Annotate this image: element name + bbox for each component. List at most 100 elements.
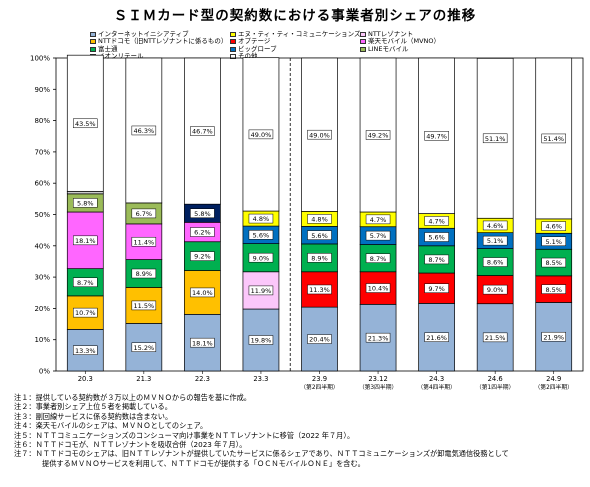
data-label: 6.2%: [194, 229, 211, 237]
note-1: 注１：提供している契約数が３万以上のＭＶＮＯからの報告を基に作成。: [14, 393, 251, 402]
data-label: 5.8%: [194, 210, 211, 218]
data-label: 8.9%: [136, 270, 153, 278]
data-label-box: [131, 125, 157, 136]
legend-label: オプテージ: [238, 37, 271, 46]
data-label-box: [190, 251, 215, 261]
data-label: 5.6%: [253, 231, 270, 239]
x-tick-label: 20.3: [78, 375, 93, 383]
legend-label: 楽天モバイル（MVNO）: [368, 37, 441, 46]
data-label-box: [365, 332, 391, 343]
data-label: 19.8%: [251, 337, 272, 345]
legend-label: 富士通: [98, 44, 118, 53]
data-label-box: [131, 300, 157, 311]
legend-label: ビッグローブ: [238, 44, 277, 53]
data-label: 8.5%: [545, 259, 562, 267]
legend-item-line-mobile: LINEモバイル: [360, 45, 409, 53]
data-label: 4.7%: [370, 216, 387, 224]
y-tick-label: 90%: [34, 86, 50, 94]
y-tick-label: 30%: [34, 274, 50, 282]
data-label-box: [365, 283, 391, 293]
legend-swatch: [360, 39, 366, 45]
data-label: 18.1%: [192, 339, 213, 347]
legend-item-other: その他: [230, 52, 258, 60]
data-label-box: [73, 307, 98, 318]
data-label-box: [482, 284, 508, 295]
x-tick-label: 23.12: [368, 375, 387, 383]
data-label: 9.7%: [428, 285, 445, 293]
data-label: 46.7%: [192, 128, 213, 136]
legend-label: NTTレゾナント: [368, 30, 414, 38]
data-label: 4.6%: [487, 222, 504, 230]
data-label-box: [131, 208, 157, 219]
legend-label: イオンリテール: [98, 52, 144, 61]
data-label: 11.5%: [134, 302, 155, 310]
data-label-box: [482, 235, 508, 246]
data-label: 43.5%: [75, 120, 96, 128]
x-tick-label: 24.6: [488, 375, 503, 383]
legend-swatch: [90, 32, 96, 37]
legend-label: エヌ・ティ・ティ・コミュニケーションズ: [238, 30, 361, 38]
stacked-bar-chart: 0% 10% 20% 30% 40% 50% 60% 70% 80% 90% 100% 13.3% 10…: [30, 55, 584, 391]
data-label-box: [424, 283, 449, 293]
data-label-box: [482, 220, 508, 231]
note-6: 注６：ＮＴＴドコモが、ＮＴＴレゾナントを吸収合併（2023 年７月）。: [14, 440, 247, 450]
data-label-box: [541, 133, 566, 144]
data-label: 8.7%: [77, 279, 94, 287]
data-label-box: [73, 198, 98, 208]
data-label-box: [73, 235, 98, 246]
x-tick-sublabel: （第3四半期）: [359, 383, 397, 391]
x-tick-label: 24.3: [429, 375, 444, 383]
data-label: 18.1%: [75, 237, 96, 245]
legend-item-ntt-communications: エヌ・ティ・ティ・コミュニケーションズ: [230, 30, 360, 38]
data-label-box: [365, 130, 391, 140]
data-label: 8.9%: [311, 254, 328, 262]
note-2: 注２：事業者別シェア上位５者を掲載している。: [14, 402, 172, 412]
data-label-box: [482, 133, 508, 144]
note-4: 注４：楽天モバイルのシェアは、ＭＶＮＯとしてのシェア。: [14, 421, 208, 431]
note-7-continued: 提供するＭＶＮＯサービスを利用して、ＮＴＴドコモが提供する「ＯＣＮモバイルＯＮＥ…: [42, 458, 365, 468]
data-label-box: [424, 131, 449, 141]
data-label-box: [73, 118, 98, 129]
chart-title: ＳＩＭカード型の契約数における事業者別シェアの推移: [113, 8, 477, 24]
data-label: 5.8%: [77, 200, 94, 208]
data-label: 5.6%: [428, 234, 445, 242]
data-label-box: [131, 268, 157, 279]
x-tick-label: 21.3: [136, 375, 151, 383]
y-tick-label: 40%: [34, 242, 50, 250]
data-label: 20.4%: [309, 336, 330, 344]
data-label-box: [190, 126, 215, 136]
data-label: 49.0%: [309, 131, 330, 139]
x-tick-label: 22.3: [195, 375, 210, 383]
data-label-box: [190, 208, 215, 218]
data-label-box: [424, 332, 449, 342]
data-label-box: [482, 332, 508, 343]
data-label-box: [190, 337, 215, 348]
legend-swatch: [230, 39, 236, 45]
data-label-box: [307, 230, 332, 240]
legend-item-fujitsu: 富士通: [90, 45, 118, 53]
data-label: 6.7%: [136, 210, 153, 218]
data-label: 11.9%: [251, 287, 272, 295]
legend-swatch: [360, 46, 366, 52]
data-label-box: [248, 335, 274, 345]
legend-item-rakuten: 楽天モバイル（MVNO）: [360, 37, 440, 45]
x-tick-sublabel: （第4四半期）: [417, 383, 455, 391]
data-label: 14.0%: [192, 289, 213, 297]
y-tick-label: 70%: [34, 148, 50, 156]
data-label: 9.2%: [194, 253, 211, 261]
y-tick-label: 0%: [39, 368, 50, 376]
data-label-box: [541, 284, 566, 294]
data-label: 21.3%: [368, 334, 389, 342]
data-label-box: [307, 214, 332, 224]
x-tick-label: 23.3: [253, 375, 268, 383]
legend-item-optage: オプテージ: [230, 37, 270, 45]
data-label-box: [248, 252, 274, 263]
data-label: 11.4%: [134, 238, 155, 246]
y-tick-label: 60%: [34, 180, 50, 188]
note-5: 注５：ＮＴＴコミュニケーションズのコンシューマ向け事業をＮＴＴレゾナントに移管（…: [14, 430, 355, 440]
legend-swatch: [230, 32, 236, 37]
data-label-box: [307, 253, 332, 263]
data-label: 10.4%: [368, 285, 389, 293]
legend-item-ntt-resonant: NTTレゾナント: [360, 30, 413, 38]
legend-swatch: [90, 39, 96, 45]
